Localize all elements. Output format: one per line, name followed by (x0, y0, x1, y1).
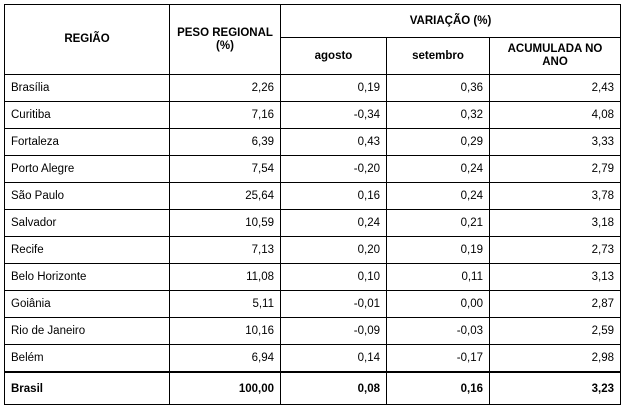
table-row: Recife 7,13 0,20 0,19 2,73 (4, 236, 621, 264)
cell-acumulada: 3,33 (489, 128, 621, 156)
cell-regiao: Porto Alegre (4, 155, 170, 183)
table-row: Brasília 2,26 0,19 0,36 2,43 (4, 74, 621, 102)
cell-setembro: 0,11 (386, 263, 490, 291)
cell-regiao: Recife (4, 236, 170, 264)
cell-peso: 10,16 (169, 317, 281, 345)
cell-acumulada: 2,87 (489, 290, 621, 318)
cell-peso: 25,64 (169, 182, 281, 210)
total-regiao: Brasil (4, 371, 170, 405)
cell-acumulada: 2,43 (489, 74, 621, 102)
cell-agosto: 0,20 (280, 236, 387, 264)
cell-agosto: 0,24 (280, 209, 387, 237)
cell-setembro: 0,21 (386, 209, 490, 237)
table-row: Rio de Janeiro 10,16 -0,09 -0,03 2,59 (4, 317, 621, 345)
table-row: Curitiba 7,16 -0,34 0,32 4,08 (4, 101, 621, 129)
cell-agosto: 0,10 (280, 263, 387, 291)
cell-peso: 7,54 (169, 155, 281, 183)
header-agosto: agosto (280, 37, 387, 75)
header-variacao: VARIAÇÃO (%) (280, 4, 621, 38)
cell-regiao: Belém (4, 344, 170, 373)
cell-peso: 7,13 (169, 236, 281, 264)
cell-agosto: 0,43 (280, 128, 387, 156)
cell-acumulada: 3,13 (489, 263, 621, 291)
cell-agosto: 0,14 (280, 344, 387, 373)
cell-agosto: 0,19 (280, 74, 387, 102)
cell-peso: 11,08 (169, 263, 281, 291)
cell-setembro: 0,32 (386, 101, 490, 129)
cell-agosto: -0,09 (280, 317, 387, 345)
total-agosto: 0,08 (280, 371, 387, 405)
table-row: Belém 6,94 0,14 -0,17 2,98 (4, 344, 621, 373)
total-setembro: 0,16 (386, 371, 490, 405)
total-peso: 100,00 (169, 371, 281, 405)
cell-regiao: Salvador (4, 209, 170, 237)
cell-setembro: -0,03 (386, 317, 490, 345)
cell-peso: 2,26 (169, 74, 281, 102)
cell-regiao: Brasília (4, 74, 170, 102)
cell-setembro: 0,00 (386, 290, 490, 318)
table-row: Fortaleza 6,39 0,43 0,29 3,33 (4, 128, 621, 156)
table-row: São Paulo 25,64 0,16 0,24 3,78 (4, 182, 621, 210)
cell-peso: 10,59 (169, 209, 281, 237)
header-setembro: setembro (386, 37, 490, 75)
cell-agosto: -0,01 (280, 290, 387, 318)
cell-agosto: -0,20 (280, 155, 387, 183)
cell-peso: 5,11 (169, 290, 281, 318)
table-row: Goiânia 5,11 -0,01 0,00 2,87 (4, 290, 621, 318)
regional-variation-table: REGIÃO PESO REGIONAL (%) VARIAÇÃO (%) ag… (4, 4, 621, 405)
cell-peso: 6,94 (169, 344, 281, 373)
header-acumulada: ACUMULADA NO ANO (489, 37, 621, 75)
cell-acumulada: 3,18 (489, 209, 621, 237)
header-regiao: REGIÃO (4, 4, 170, 75)
cell-agosto: -0,34 (280, 101, 387, 129)
table-row: Salvador 10,59 0,24 0,21 3,18 (4, 209, 621, 237)
cell-agosto: 0,16 (280, 182, 387, 210)
cell-setembro: 0,24 (386, 182, 490, 210)
cell-regiao: Rio de Janeiro (4, 317, 170, 345)
cell-peso: 6,39 (169, 128, 281, 156)
cell-setembro: -0,17 (386, 344, 490, 373)
table-row: Belo Horizonte 11,08 0,10 0,11 3,13 (4, 263, 621, 291)
total-row: Brasil 100,00 0,08 0,16 3,23 (4, 371, 621, 405)
total-acumulada: 3,23 (489, 371, 621, 405)
cell-acumulada: 4,08 (489, 101, 621, 129)
cell-acumulada: 2,59 (489, 317, 621, 345)
cell-acumulada: 2,98 (489, 344, 621, 373)
cell-setembro: 0,36 (386, 74, 490, 102)
cell-peso: 7,16 (169, 101, 281, 129)
cell-setembro: 0,24 (386, 155, 490, 183)
cell-regiao: Fortaleza (4, 128, 170, 156)
header-peso-regional: PESO REGIONAL (%) (169, 4, 281, 75)
cell-setembro: 0,19 (386, 236, 490, 264)
header-row-top: REGIÃO PESO REGIONAL (%) VARIAÇÃO (%) (4, 4, 621, 75)
cell-regiao: Curitiba (4, 101, 170, 129)
cell-acumulada: 2,79 (489, 155, 621, 183)
table-row: Porto Alegre 7,54 -0,20 0,24 2,79 (4, 155, 621, 183)
cell-regiao: São Paulo (4, 182, 170, 210)
header-row-sub: agosto setembro ACUMULADA NO ANO (5, 37, 621, 75)
cell-regiao: Goiânia (4, 290, 170, 318)
cell-setembro: 0,29 (386, 128, 490, 156)
cell-acumulada: 3,78 (489, 182, 621, 210)
cell-acumulada: 2,73 (489, 236, 621, 264)
cell-regiao: Belo Horizonte (4, 263, 170, 291)
